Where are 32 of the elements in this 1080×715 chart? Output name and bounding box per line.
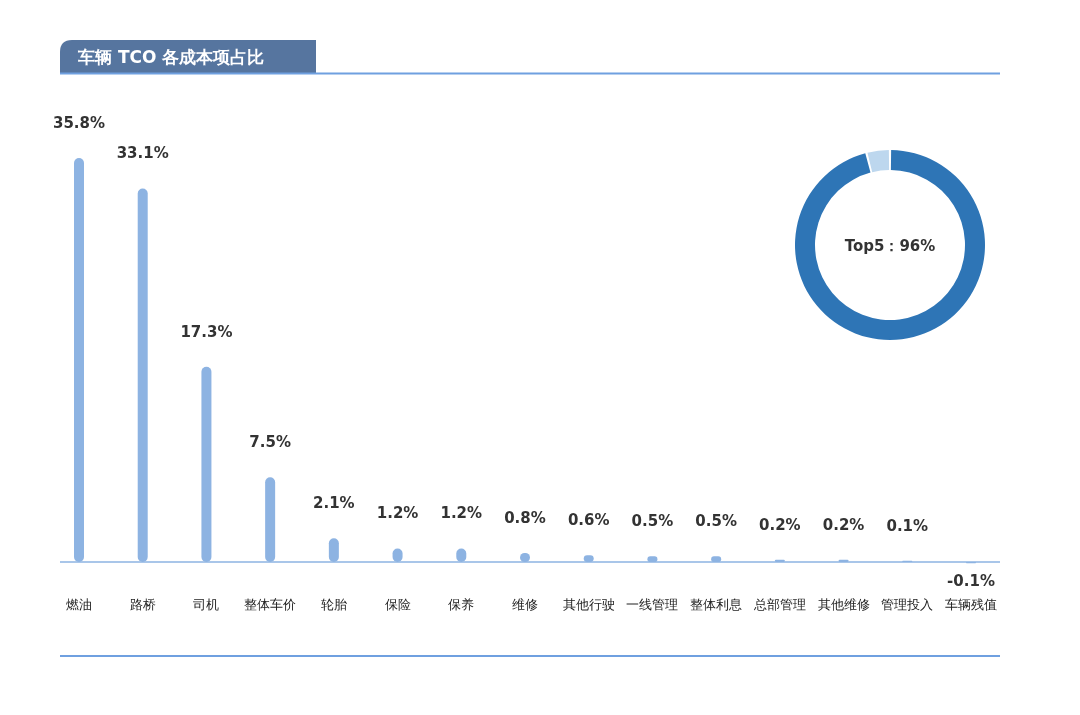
- data-label: 2.1%: [313, 494, 355, 513]
- data-label: 0.8%: [504, 508, 546, 527]
- x-tick-label: 整体车价: [244, 597, 297, 612]
- data-label: -0.1%: [947, 572, 995, 590]
- data-label: 0.6%: [567, 511, 610, 530]
- x-tick-label: 总部管理: [752, 597, 806, 612]
- x-tick-label: 路桥: [129, 597, 156, 612]
- data-label: 0.1%: [886, 516, 929, 535]
- x-tick-label: 司机: [193, 597, 220, 612]
- annotation: Top5：96%: [844, 237, 936, 255]
- data-label: 0.2%: [822, 515, 865, 534]
- data-label: 0.2%: [759, 515, 801, 534]
- data-label: 35.8%: [52, 114, 106, 132]
- data-label: 1.2%: [376, 504, 419, 523]
- x-tick-label: 维修: [512, 597, 538, 612]
- x-tick-label: 整体利息: [690, 597, 743, 612]
- data-label: 33.1%: [116, 144, 169, 163]
- x-tick-label: 其他维修: [817, 597, 870, 612]
- data-label: 0.5%: [631, 512, 674, 531]
- x-tick-label: 其他行驶: [562, 597, 615, 612]
- data-label: 7.5%: [249, 433, 291, 452]
- x-tick-label: 管理投入: [881, 597, 934, 612]
- x-tick-label: 燃油: [66, 597, 92, 612]
- chart-title: 车辆 TCO 各成本项占比: [77, 47, 265, 67]
- x-tick-label: 轮胎: [320, 597, 347, 612]
- data-label: 0.5%: [695, 512, 737, 531]
- x-tick-label: 一线管理: [626, 597, 679, 612]
- data-label: 1.2%: [440, 504, 483, 523]
- data-label: 17.3%: [180, 322, 233, 341]
- x-tick-label: 保险: [384, 597, 411, 612]
- x-tick-label: 保养: [448, 597, 475, 612]
- x-tick-label: 车辆残值: [945, 597, 997, 612]
